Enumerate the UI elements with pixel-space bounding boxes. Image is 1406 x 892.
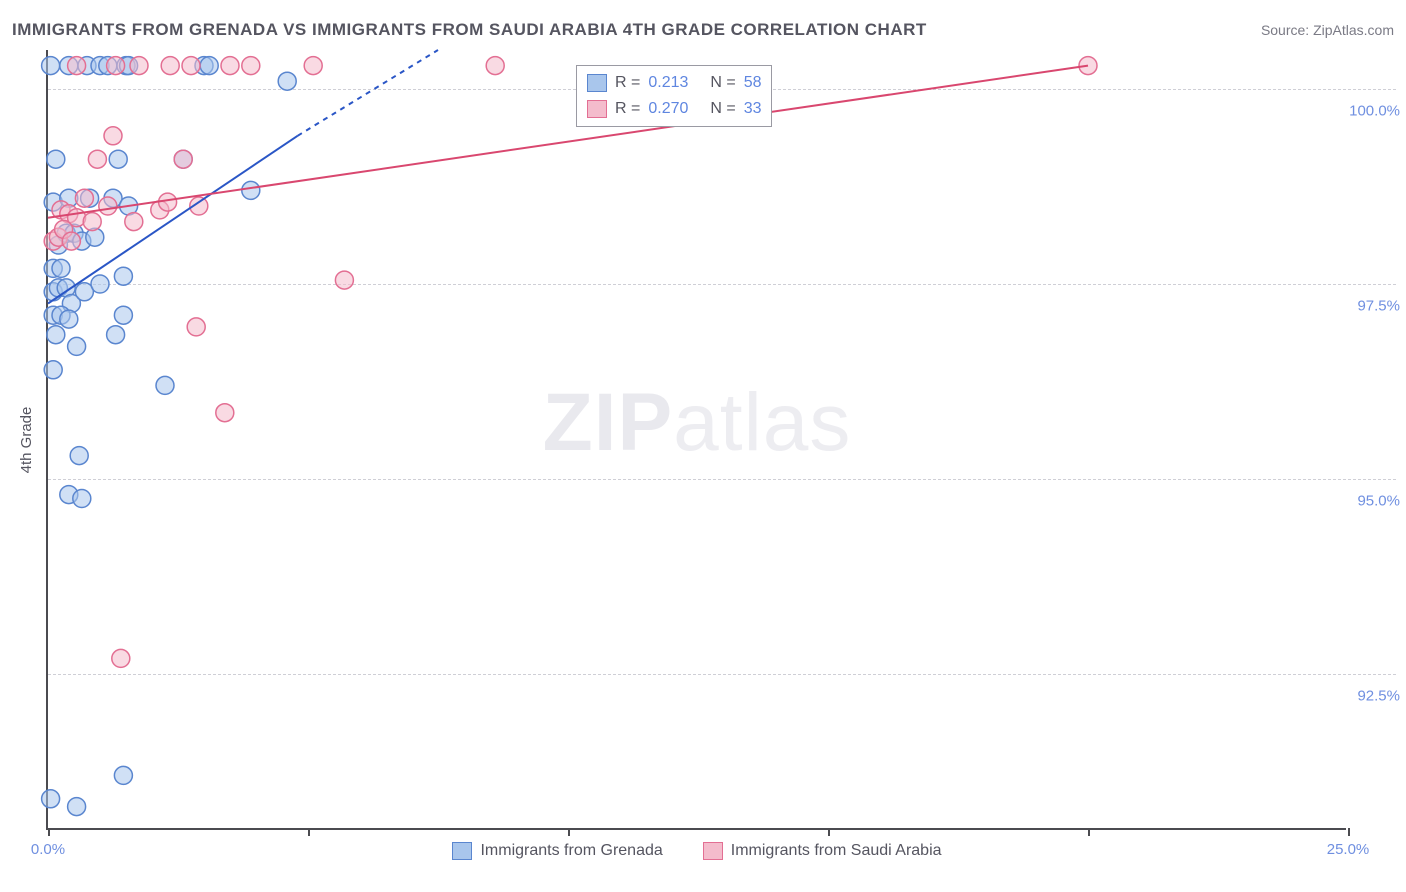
x-tick [308,828,310,836]
legend-label: Immigrants from Grenada [480,842,662,860]
x-tick-label: 25.0% [1327,841,1370,858]
data-point [114,766,132,784]
stat-R-label: R = [615,100,640,118]
data-point [42,790,60,808]
stat-R-value: 0.270 [648,100,702,118]
data-point [486,57,504,75]
data-point [68,798,86,816]
stat-N-label: N = [710,100,735,118]
legend-swatch [587,74,607,92]
data-point [112,649,130,667]
legend-swatch [452,842,472,860]
data-point [161,57,179,75]
correlation-legend: R = 0.213 N = 58 R = 0.270 N = 33 [576,65,772,127]
data-point [47,150,65,168]
data-point [107,326,125,344]
y-tick-label: 100.0% [1349,103,1400,120]
data-point [88,150,106,168]
data-point [242,57,260,75]
data-point [216,404,234,422]
data-point [107,57,125,75]
trend-line [48,66,1088,218]
data-point [335,271,353,289]
stat-N-label: N = [710,74,735,92]
data-point [47,326,65,344]
legend-stat-row: R = 0.213 N = 58 [587,70,761,96]
stat-R-label: R = [615,74,640,92]
source-name: ZipAtlas.com [1313,22,1394,38]
x-tick [48,828,50,836]
data-point [242,181,260,199]
stat-N-value: 33 [744,100,762,118]
data-point [60,310,78,328]
data-point [114,306,132,324]
legend-swatch [703,842,723,860]
x-tick [568,828,570,836]
data-point [44,361,62,379]
y-axis-title: 4th Grade [18,407,35,474]
stat-R-value: 0.213 [648,74,702,92]
data-point [42,57,60,75]
data-point [104,127,122,145]
data-point [91,275,109,293]
x-tick [828,828,830,836]
data-point [99,197,117,215]
legend-item-grenada: Immigrants from Grenada [452,842,662,860]
data-point [187,318,205,336]
x-tick [1348,828,1350,836]
x-tick [1088,828,1090,836]
legend-stat-row: R = 0.270 N = 33 [587,96,761,122]
data-point [221,57,239,75]
data-point [62,232,80,250]
legend-item-saudi: Immigrants from Saudi Arabia [703,842,942,860]
data-point [156,376,174,394]
chart-title: IMMIGRANTS FROM GRENADA VS IMMIGRANTS FR… [12,20,927,40]
data-point [182,57,200,75]
chart-svg [48,50,1346,828]
data-point [174,150,192,168]
y-tick-label: 92.5% [1357,688,1400,705]
data-point [68,337,86,355]
y-tick-label: 95.0% [1357,493,1400,510]
data-point [109,150,127,168]
data-point [83,213,101,231]
source-credit: Source: ZipAtlas.com [1261,22,1394,38]
data-point [52,259,70,277]
legend-swatch [587,100,607,118]
y-tick-label: 97.5% [1357,298,1400,315]
data-point [278,72,296,90]
data-point [125,213,143,231]
data-point [304,57,322,75]
x-tick-label: 0.0% [31,841,65,858]
stat-N-value: 58 [744,74,762,92]
title-bar: IMMIGRANTS FROM GRENADA VS IMMIGRANTS FR… [12,20,1394,40]
legend-label: Immigrants from Saudi Arabia [731,842,942,860]
plot-area: ZIPatlas 92.5%95.0%97.5%100.0% R =0.213N… [46,50,1346,830]
data-point [114,267,132,285]
source-label: Source: [1261,22,1313,38]
data-point [73,490,91,508]
bottom-legend: Immigrants from Grenada Immigrants from … [48,842,1346,860]
data-point [75,189,93,207]
data-point [68,57,86,75]
data-point [130,57,148,75]
data-point [70,447,88,465]
data-point [200,57,218,75]
